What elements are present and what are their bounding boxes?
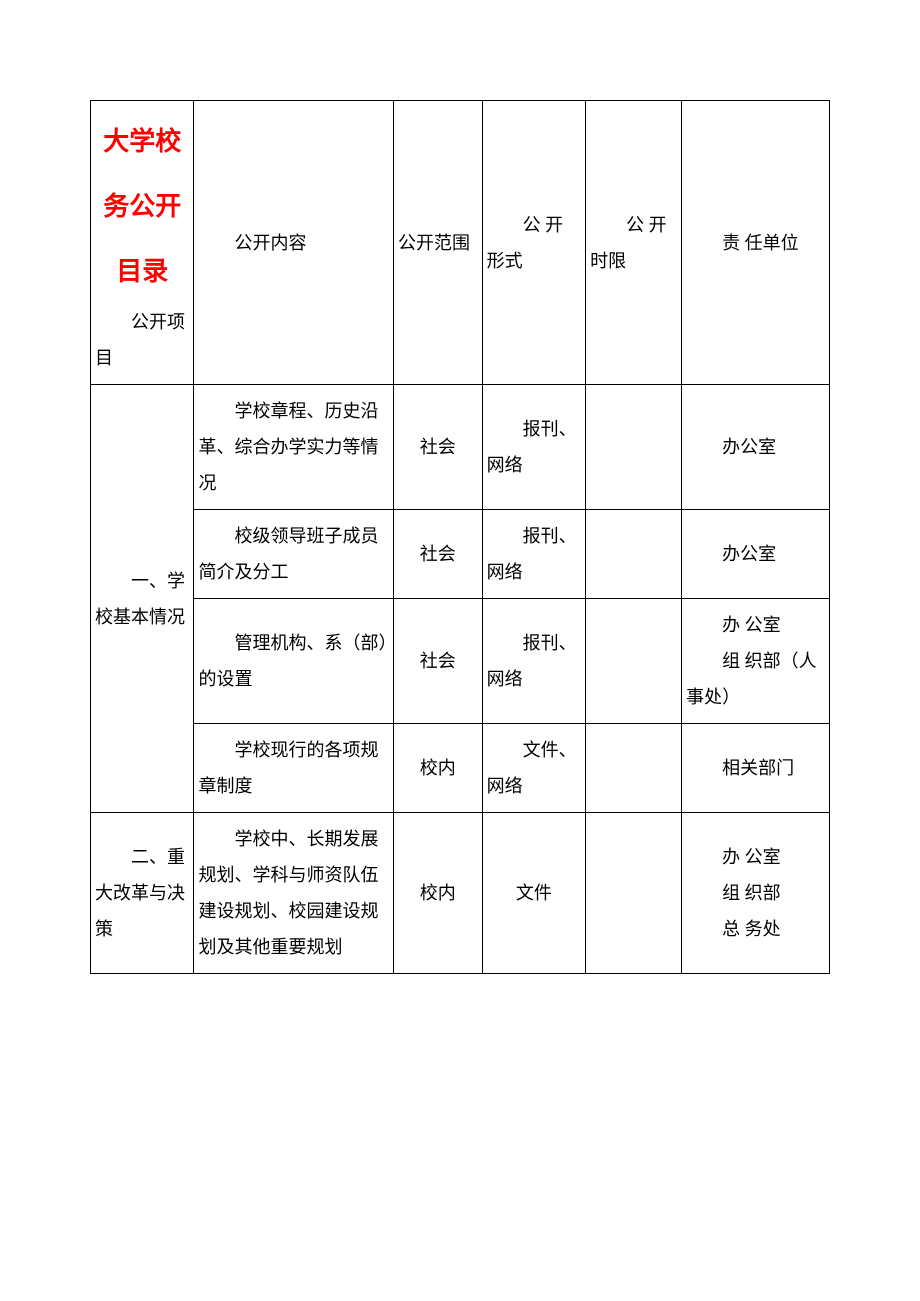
header-content: 公开内容 bbox=[194, 101, 394, 385]
dept-cell: 办 公室 组 织部（人事处） bbox=[682, 599, 830, 724]
project-label: 公开项目 bbox=[95, 304, 189, 376]
content-cell: 学校中、长期发展规划、学科与师资队伍建设规划、校园建设规划及其他重要规划 bbox=[194, 813, 394, 974]
header-dept: 责 任单位 bbox=[682, 101, 830, 385]
form-cell: 文件、网络 bbox=[482, 724, 585, 813]
disclosure-table: 大学校务公开目录 公开项目 公开内容 公开范围 公 开形式 公 开时限 责 任单… bbox=[90, 100, 830, 974]
scope-cell: 校内 bbox=[393, 813, 482, 974]
scope-cell: 校内 bbox=[393, 724, 482, 813]
scope-cell: 社会 bbox=[393, 599, 482, 724]
dept-cell: 办公室 bbox=[682, 510, 830, 599]
category-cell: 一、学校基本情况 bbox=[91, 385, 194, 813]
category-cell: 二、重大改革与决策 bbox=[91, 813, 194, 974]
form-cell: 报刊、网络 bbox=[482, 599, 585, 724]
scope-cell: 社会 bbox=[393, 510, 482, 599]
dept-cell: 相关部门 bbox=[682, 724, 830, 813]
time-cell bbox=[586, 599, 682, 724]
time-cell bbox=[586, 385, 682, 510]
scope-cell: 社会 bbox=[393, 385, 482, 510]
table-title: 大学校务公开目录 bbox=[95, 109, 189, 304]
time-cell bbox=[586, 510, 682, 599]
table-row: 学校现行的各项规章制度 校内 文件、网络 相关部门 bbox=[91, 724, 830, 813]
table-row: 一、学校基本情况 学校章程、历史沿革、综合办学实力等情况 社会 报刊、网络 办公… bbox=[91, 385, 830, 510]
content-cell: 学校章程、历史沿革、综合办学实力等情况 bbox=[194, 385, 394, 510]
header-time: 公 开时限 bbox=[586, 101, 682, 385]
form-cell: 文件 bbox=[482, 813, 585, 974]
dept-cell: 办公室 bbox=[682, 385, 830, 510]
table-row: 校级领导班子成员简介及分工 社会 报刊、网络 办公室 bbox=[91, 510, 830, 599]
header-scope: 公开范围 bbox=[393, 101, 482, 385]
header-row: 大学校务公开目录 公开项目 公开内容 公开范围 公 开形式 公 开时限 责 任单… bbox=[91, 101, 830, 385]
content-cell: 管理机构、系（部）的设置 bbox=[194, 599, 394, 724]
header-project: 大学校务公开目录 公开项目 bbox=[91, 101, 194, 385]
form-cell: 报刊、网络 bbox=[482, 510, 585, 599]
content-cell: 校级领导班子成员简介及分工 bbox=[194, 510, 394, 599]
table-row: 二、重大改革与决策 学校中、长期发展规划、学科与师资队伍建设规划、校园建设规划及… bbox=[91, 813, 830, 974]
table-row: 管理机构、系（部）的设置 社会 报刊、网络 办 公室 组 织部（人事处） bbox=[91, 599, 830, 724]
time-cell bbox=[586, 813, 682, 974]
content-cell: 学校现行的各项规章制度 bbox=[194, 724, 394, 813]
time-cell bbox=[586, 724, 682, 813]
dept-cell: 办 公室 组 织部 总 务处 bbox=[682, 813, 830, 974]
header-form: 公 开形式 bbox=[482, 101, 585, 385]
form-cell: 报刊、网络 bbox=[482, 385, 585, 510]
